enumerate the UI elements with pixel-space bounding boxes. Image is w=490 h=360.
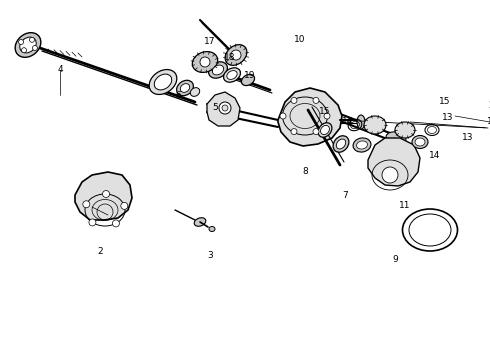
Circle shape xyxy=(112,220,120,227)
Circle shape xyxy=(83,201,90,208)
Text: 9: 9 xyxy=(392,256,398,265)
Circle shape xyxy=(291,98,297,103)
Text: 17: 17 xyxy=(204,37,216,46)
Ellipse shape xyxy=(209,62,227,78)
Text: 13: 13 xyxy=(462,134,474,143)
Ellipse shape xyxy=(318,123,332,137)
Ellipse shape xyxy=(223,68,241,82)
Ellipse shape xyxy=(386,132,406,144)
Ellipse shape xyxy=(20,37,36,53)
Circle shape xyxy=(222,105,228,111)
Circle shape xyxy=(22,48,26,53)
Text: 11: 11 xyxy=(399,201,411,210)
Text: 8: 8 xyxy=(302,167,308,176)
Ellipse shape xyxy=(227,71,237,80)
Ellipse shape xyxy=(15,33,41,57)
Ellipse shape xyxy=(415,138,425,146)
Ellipse shape xyxy=(180,84,190,93)
Text: 18: 18 xyxy=(224,54,236,63)
Circle shape xyxy=(32,45,37,50)
Ellipse shape xyxy=(395,122,415,138)
Text: 13: 13 xyxy=(442,113,454,122)
Text: 14: 14 xyxy=(429,150,441,159)
Ellipse shape xyxy=(209,226,215,231)
Ellipse shape xyxy=(192,51,218,72)
Text: 10: 10 xyxy=(294,36,306,45)
Ellipse shape xyxy=(190,87,200,96)
Text: 5: 5 xyxy=(212,103,218,112)
Text: 19: 19 xyxy=(244,71,256,80)
Text: 21: 21 xyxy=(489,100,490,109)
Circle shape xyxy=(29,37,34,42)
Circle shape xyxy=(382,167,398,183)
Ellipse shape xyxy=(320,125,329,135)
Circle shape xyxy=(324,113,330,119)
Ellipse shape xyxy=(357,141,368,149)
Polygon shape xyxy=(75,172,132,220)
Polygon shape xyxy=(368,138,420,186)
Circle shape xyxy=(19,40,24,45)
Ellipse shape xyxy=(353,138,371,152)
Ellipse shape xyxy=(149,69,177,94)
Ellipse shape xyxy=(212,65,223,75)
Ellipse shape xyxy=(176,80,194,96)
Circle shape xyxy=(280,113,286,119)
Circle shape xyxy=(219,102,231,114)
Text: 14: 14 xyxy=(343,117,354,126)
Circle shape xyxy=(291,129,297,135)
Circle shape xyxy=(231,50,241,60)
Ellipse shape xyxy=(333,136,349,152)
Ellipse shape xyxy=(357,115,365,129)
Text: 15: 15 xyxy=(319,108,331,117)
Ellipse shape xyxy=(336,139,345,149)
Text: 6: 6 xyxy=(175,90,181,99)
Circle shape xyxy=(313,98,319,103)
Text: 2: 2 xyxy=(97,248,103,256)
Ellipse shape xyxy=(225,45,247,66)
Circle shape xyxy=(313,129,319,135)
Polygon shape xyxy=(278,88,342,146)
Circle shape xyxy=(121,202,128,210)
Ellipse shape xyxy=(412,135,428,148)
Text: 7: 7 xyxy=(342,190,348,199)
Polygon shape xyxy=(207,92,240,126)
Ellipse shape xyxy=(194,218,206,226)
Circle shape xyxy=(200,57,210,67)
Text: 3: 3 xyxy=(207,251,213,260)
Circle shape xyxy=(89,219,96,226)
Ellipse shape xyxy=(364,116,386,134)
Ellipse shape xyxy=(242,75,255,86)
Text: 1: 1 xyxy=(487,117,490,126)
Text: 15: 15 xyxy=(439,98,451,107)
Ellipse shape xyxy=(154,74,172,90)
Text: 4: 4 xyxy=(57,66,63,75)
Circle shape xyxy=(102,190,110,198)
